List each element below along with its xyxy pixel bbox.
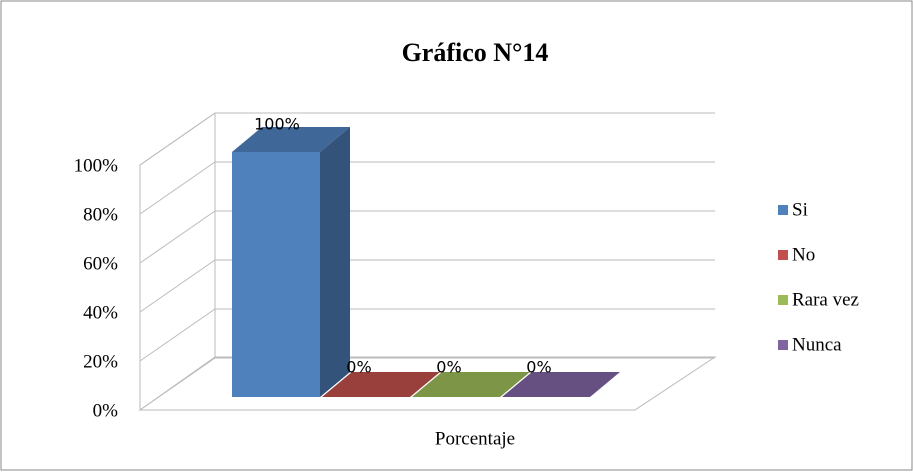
bar-top [412, 372, 530, 397]
legend-swatch [778, 295, 788, 305]
legend-label: Nunca [792, 334, 842, 355]
legend-label: Rara vez [792, 289, 859, 310]
x-tick-label: Porcentaje [435, 428, 515, 449]
bar-side [320, 127, 350, 397]
y-tick-label: 100% [74, 155, 119, 176]
bar-top [322, 372, 440, 397]
y-tick-label: 0% [93, 400, 119, 421]
grid-line [139, 210, 715, 264]
grid-line [139, 308, 715, 362]
data-label: 100% [254, 115, 300, 134]
y-tick-label: 80% [83, 204, 118, 225]
data-label: 0% [436, 358, 461, 377]
y-tick-label: 20% [83, 351, 118, 372]
bar-top [502, 372, 620, 397]
grid-line [139, 161, 715, 215]
bar-front [232, 152, 320, 397]
floor [138, 356, 717, 411]
y-tick-label: 40% [83, 302, 118, 323]
legend-label: Si [792, 199, 808, 220]
legend-swatch [778, 205, 788, 215]
grid-line [139, 112, 715, 166]
data-label: 0% [526, 358, 551, 377]
legend-swatch [778, 340, 788, 350]
legend-swatch [778, 250, 788, 260]
legend-label: No [792, 244, 815, 265]
bar-top [232, 127, 350, 152]
y-tick-label: 60% [83, 253, 118, 274]
grid-line [139, 259, 715, 313]
data-label: 0% [346, 358, 371, 377]
chart-title: Gráfico N°14 [402, 38, 549, 67]
grid-line [139, 357, 715, 411]
